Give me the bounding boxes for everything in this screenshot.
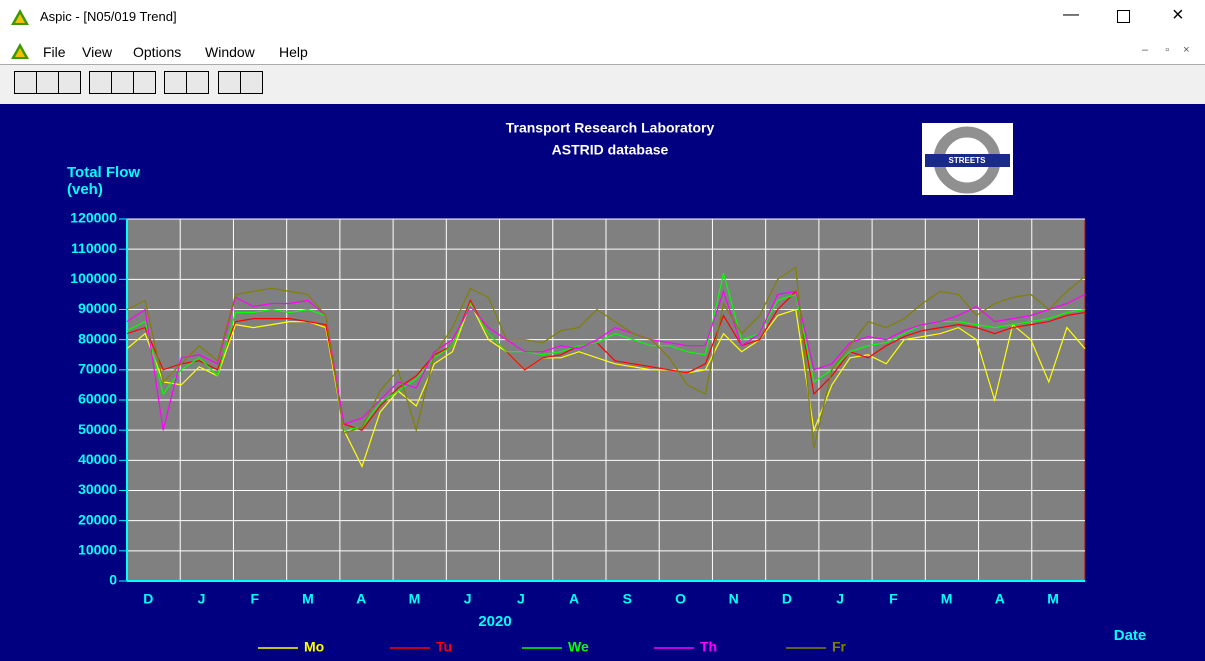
series-line [126,290,1086,431]
x-tick-label: O [675,591,686,607]
copy-button[interactable] [111,71,134,94]
x-tick-label: M [409,591,421,607]
x-tick-label: J [517,591,525,607]
maximize-button[interactable] [1117,10,1130,23]
y-tick-label: 80000 [78,330,117,346]
graph-button[interactable] [164,71,187,94]
paste-button[interactable] [133,71,156,94]
x-tick-label: J [198,591,206,607]
chart-subtitle: ASTRID database [552,142,669,158]
series-line [126,301,1086,468]
cut-button[interactable] [89,71,112,94]
legend-label: Th [700,639,717,655]
series-line [126,266,1086,449]
y-tick-label: 120000 [70,210,117,226]
y-tick-label: 20000 [78,511,117,527]
mdi-controls[interactable]: – ▫ × [1142,44,1190,56]
x-axis-label: Date [1114,627,1147,644]
series-line [126,289,1086,431]
context-help-button[interactable] [240,71,263,94]
menu-item[interactable]: File [43,44,66,60]
y-tick-label: 70000 [78,361,117,377]
y-axis-unit: (veh) [67,181,103,198]
x-tick-label: S [623,591,632,607]
x-tick-label: A [356,591,366,607]
window-title: Aspic - [N05/019 Trend] [40,9,177,24]
menu-item[interactable]: View [82,44,113,60]
y-tick-label: 30000 [78,481,117,497]
x-tick-label: N [729,591,739,607]
x-tick-label: D [782,591,792,607]
x-tick-label: F [889,591,898,607]
menu-item[interactable]: Window [205,44,255,60]
chart-title: Transport Research Laboratory [506,120,715,136]
save-button[interactable] [58,71,81,94]
x-tick-label: M [941,591,953,607]
y-tick-label: 110000 [71,240,117,256]
y-tick-label: 50000 [78,421,117,437]
x-tick-label: M [1047,591,1059,607]
close-button[interactable]: × [1172,4,1184,26]
menu-item[interactable]: Help [279,44,308,60]
y-tick-label: 100000 [70,270,117,286]
app-icon [11,9,29,25]
legend-label: Fr [832,639,847,655]
y-tick-label: 0 [109,572,117,588]
print-button[interactable] [186,71,209,94]
x-tick-label: D [143,591,153,607]
x-tick-label: A [995,591,1005,607]
y-axis-label: Total Flow [67,164,140,181]
x-tick-label: M [302,591,314,607]
toolbar [0,64,1205,106]
legend-label: Tu [436,639,452,655]
doc-icon [11,43,29,59]
y-tick-label: 90000 [78,300,117,316]
y-tick-label: 60000 [78,391,117,407]
y-tick-label: 10000 [78,542,117,558]
year-label: 2020 [478,613,511,630]
new-button[interactable] [14,71,37,94]
menu-bar: File View Options Window Help – ▫ × [0,36,1205,64]
x-tick-label: F [250,591,259,607]
minimize-button[interactable]: — [1063,6,1079,23]
help-button[interactable] [218,71,241,94]
legend-label: Mo [304,639,324,655]
x-tick-label: J [464,591,472,607]
open-button[interactable] [36,71,59,94]
title-bar: Aspic - [N05/019 Trend] — × [0,0,1205,34]
y-tick-label: 40000 [78,451,117,467]
menu-item[interactable]: Options [133,44,182,60]
x-tick-label: A [569,591,579,607]
logo: STREETS [922,123,1013,195]
chart: Transport Research Laboratory ASTRID dat… [0,104,1205,661]
logo-text: STREETS [949,156,987,165]
x-tick-label: J [836,591,844,607]
legend-label: We [568,639,589,655]
